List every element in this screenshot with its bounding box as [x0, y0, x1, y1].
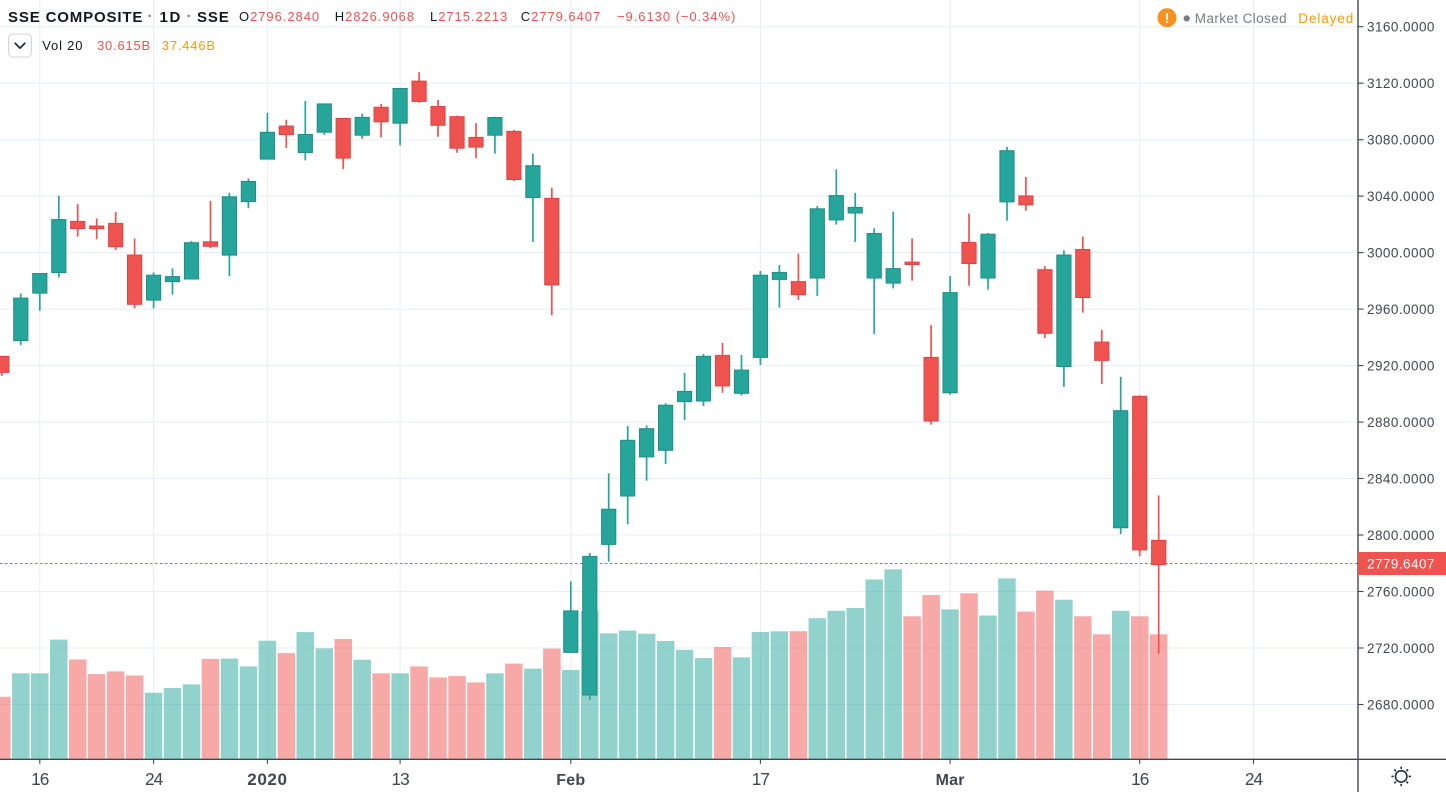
svg-text:2720.0000: 2720.0000 [1367, 641, 1435, 656]
svg-text:Feb: Feb [556, 772, 585, 789]
svg-text:−9.6130 (−0.34%): −9.6130 (−0.34%) [617, 9, 736, 24]
svg-text:3120.0000: 3120.0000 [1367, 76, 1435, 91]
svg-text:SSE: SSE [197, 9, 230, 26]
svg-text:17: 17 [752, 769, 770, 789]
svg-text:Mar: Mar [936, 772, 965, 789]
svg-text:3080.0000: 3080.0000 [1367, 133, 1435, 148]
svg-text:16: 16 [31, 769, 49, 789]
svg-text:Market Closed: Market Closed [1195, 11, 1287, 26]
svg-text:30.615B: 30.615B [97, 38, 151, 53]
svg-text:2840.0000: 2840.0000 [1367, 471, 1435, 486]
svg-text:H2826.9068: H2826.9068 [335, 9, 415, 24]
svg-text:2960.0000: 2960.0000 [1367, 302, 1435, 317]
svg-text:1D: 1D [160, 9, 182, 26]
svg-text:13: 13 [391, 769, 409, 789]
svg-text:2779.6407: 2779.6407 [1367, 556, 1435, 571]
svg-text:Delayed: Delayed [1298, 11, 1354, 26]
svg-text:·: · [187, 8, 192, 25]
svg-text:2800.0000: 2800.0000 [1367, 528, 1435, 543]
svg-text:2920.0000: 2920.0000 [1367, 358, 1435, 373]
svg-text:3000.0000: 3000.0000 [1367, 245, 1435, 260]
svg-text:C2779.6407: C2779.6407 [521, 9, 601, 24]
svg-text:16: 16 [1131, 769, 1149, 789]
svg-text:37.446B: 37.446B [162, 38, 216, 53]
svg-text:3040.0000: 3040.0000 [1367, 189, 1435, 204]
svg-text:·: · [148, 8, 153, 25]
svg-text:3160.0000: 3160.0000 [1367, 20, 1435, 35]
svg-text:L2715.2213: L2715.2213 [430, 9, 508, 24]
svg-text:24: 24 [145, 769, 164, 789]
svg-text:2880.0000: 2880.0000 [1367, 415, 1435, 430]
svg-text:24: 24 [1245, 769, 1264, 789]
svg-text:!: ! [1165, 11, 1170, 27]
svg-text:2020: 2020 [247, 770, 287, 789]
svg-text:2760.0000: 2760.0000 [1367, 584, 1435, 599]
svg-text:SSE COMPOSITE: SSE COMPOSITE [8, 9, 143, 26]
svg-text:Vol 20: Vol 20 [42, 38, 83, 53]
svg-text:2680.0000: 2680.0000 [1367, 697, 1435, 712]
svg-text:O2796.2840: O2796.2840 [239, 9, 320, 24]
